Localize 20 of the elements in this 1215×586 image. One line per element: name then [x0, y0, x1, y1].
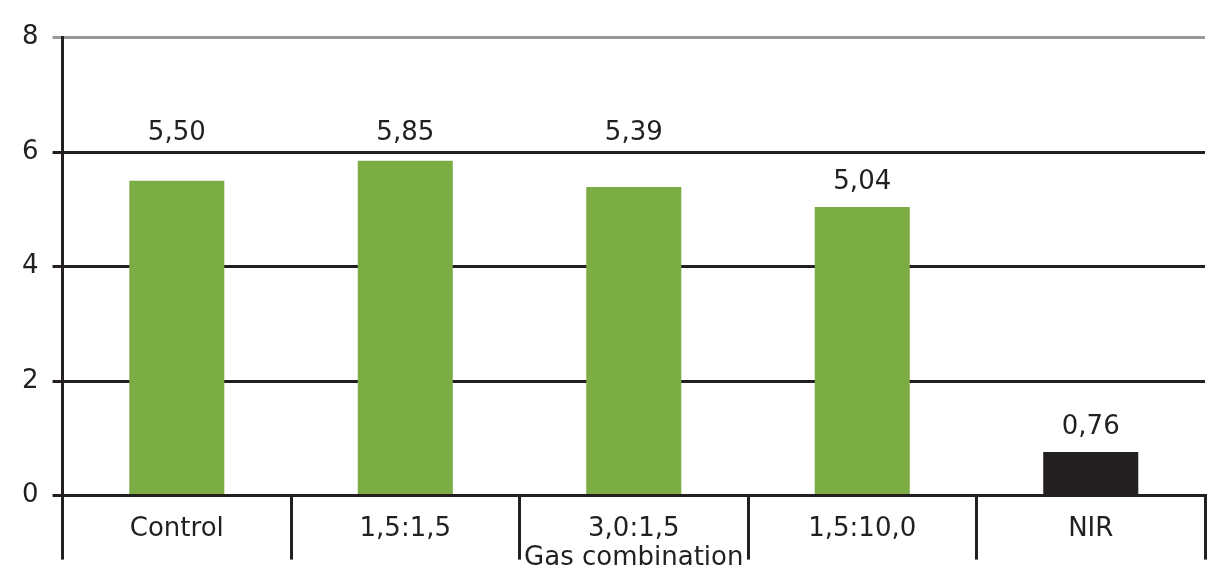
x-tick-label: NIR	[1068, 511, 1114, 542]
bar	[586, 187, 682, 495]
x-tick-label: Control	[129, 511, 224, 542]
bar	[357, 160, 453, 495]
y-tick-label: 2	[22, 363, 39, 394]
x-tick-label: 1,5:1,5	[359, 511, 452, 542]
x-tick-label: 3,0:1,5	[588, 511, 680, 542]
data-label: 0,76	[1061, 409, 1120, 440]
y-tick-label: 0	[22, 478, 39, 509]
y-tick-label: 4	[22, 249, 39, 280]
bar	[814, 207, 910, 495]
x-tick-label: 1,5:10,0	[808, 511, 917, 542]
bar	[129, 180, 225, 495]
data-label: 5,50	[147, 115, 206, 146]
y-tick-label: 8	[22, 20, 39, 51]
x-axis-title: Gas combination	[524, 541, 744, 572]
data-label: 5,04	[833, 164, 892, 195]
data-label: 5,39	[604, 115, 663, 146]
y-tick-label: 6	[22, 134, 39, 165]
data-label: 5,85	[376, 115, 435, 146]
